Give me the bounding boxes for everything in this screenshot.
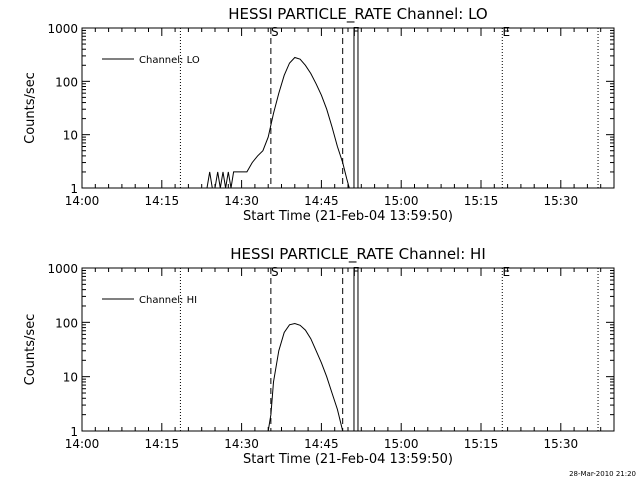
plot-panel-hi: HESSI PARTICLE_RATE Channel: HIS F E 1 10 100… [23, 245, 615, 467]
x-tick-label: 14:00 [65, 437, 100, 451]
y-tick-label: 1 [70, 182, 78, 196]
plot-frame [81, 267, 615, 432]
x-tick-label: 14:30 [224, 194, 259, 208]
x-axis-label: Start Time (21-Feb-04 13:59:50) [243, 452, 453, 467]
legend-entry: Channel: HI [139, 295, 197, 306]
chart-title: HESSI PARTICLE_RATE Channel: LO [228, 5, 487, 24]
legend-entry: Channel: LO [139, 55, 200, 66]
x-tick-label: 14:45 [304, 194, 339, 208]
x-tick-label: 15:00 [384, 437, 419, 451]
y-tick-label: 100 [55, 75, 78, 89]
x-tick-label: 15:30 [544, 437, 579, 451]
marker-label-f: F [353, 25, 360, 39]
x-tick-label: 14:30 [224, 437, 259, 451]
series-line [206, 56, 350, 189]
chart-title: HESSI PARTICLE_RATE Channel: HI [230, 245, 486, 264]
x-tick-label: 15:00 [384, 194, 419, 208]
y-axis-label: Counts/sec [23, 72, 38, 144]
marker-label-s: S [271, 25, 279, 39]
marker-label-e: E [502, 25, 510, 39]
x-tick-label: 14:45 [304, 437, 339, 451]
marker-label-f: F [353, 265, 360, 279]
marker-label-s: S [271, 265, 279, 279]
x-tick-label: 14:00 [65, 194, 100, 208]
y-tick-label: 10 [63, 129, 78, 143]
x-tick-label: 15:30 [544, 194, 579, 208]
y-tick-label: 100 [55, 316, 78, 330]
x-tick-label: 14:15 [145, 194, 180, 208]
plot-panel-lo: HESSI PARTICLE_RATE Channel: LOS F E 1 10 100… [23, 5, 615, 224]
footer-timestamp: 28-Mar-2010 21:20 [569, 470, 636, 478]
plot-frame [81, 27, 615, 189]
series-line [267, 322, 344, 432]
y-tick-label: 1000 [47, 262, 78, 276]
y-axis-label: Counts/sec [23, 314, 38, 386]
y-tick-label: 10 [63, 371, 78, 385]
y-tick-label: 1 [70, 425, 78, 439]
x-tick-label: 14:15 [145, 437, 180, 451]
marker-label-e: E [502, 265, 510, 279]
y-tick-label: 1000 [47, 22, 78, 36]
x-tick-label: 15:15 [464, 194, 499, 208]
x-tick-label: 15:15 [464, 437, 499, 451]
x-axis-label: Start Time (21-Feb-04 13:59:50) [243, 209, 453, 224]
